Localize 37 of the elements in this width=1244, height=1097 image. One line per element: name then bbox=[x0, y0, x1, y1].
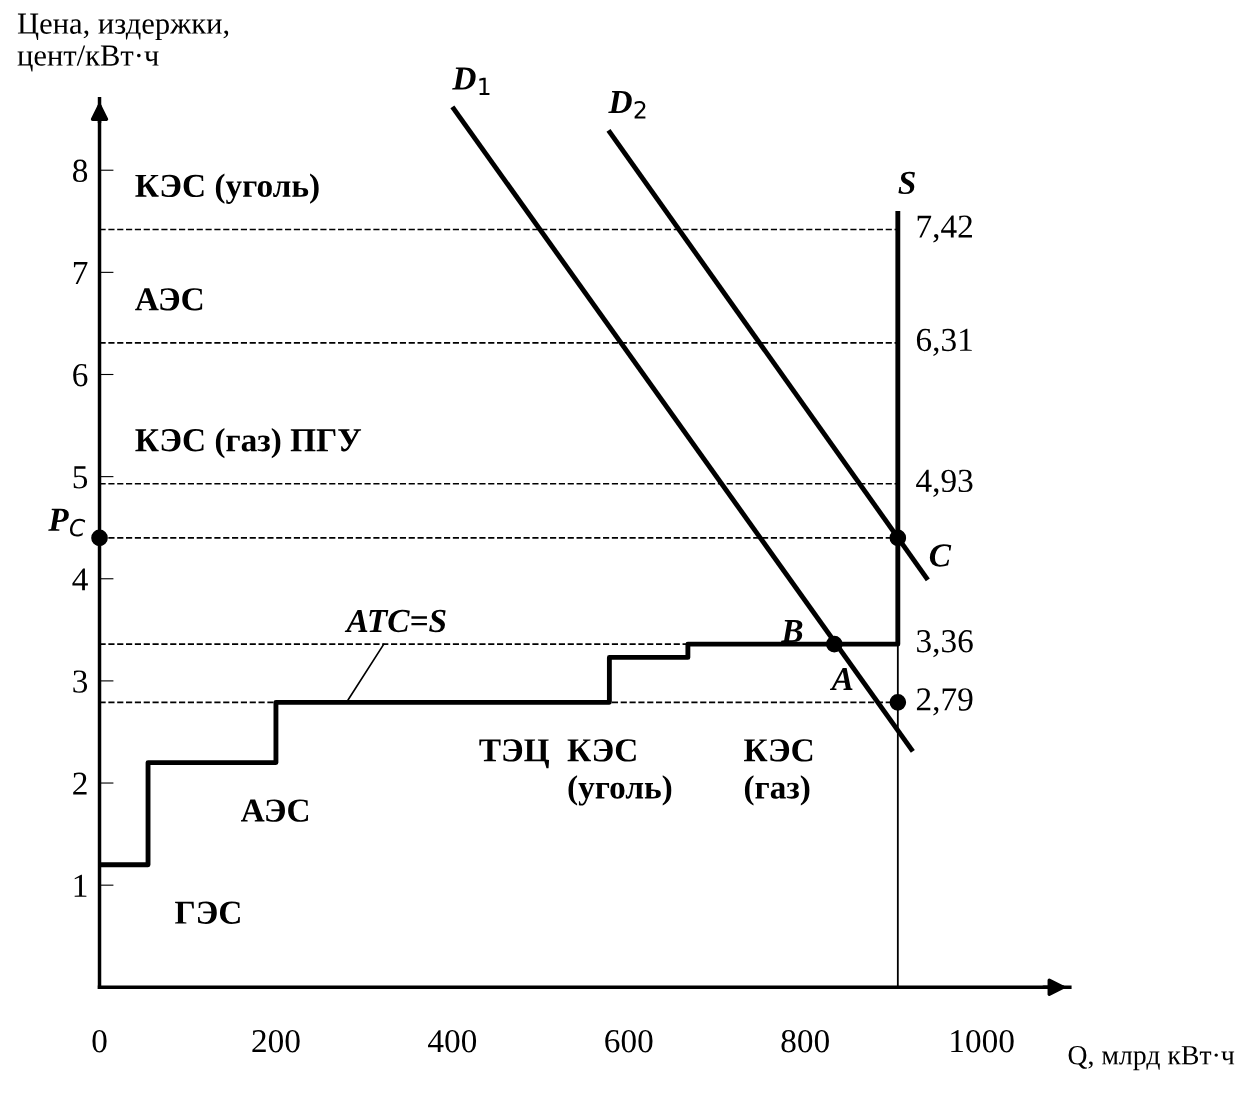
x-tick-label: 800 bbox=[781, 1029, 829, 1053]
x-axis-title: Q, млрд кВт·ч bbox=[1068, 1045, 1235, 1071]
ref-line-label: 7,42 bbox=[917, 215, 972, 243]
annotation: АЭС bbox=[240, 799, 309, 822]
x-tick-label: 0 bbox=[92, 1029, 107, 1053]
annotation: B bbox=[781, 620, 803, 643]
x-tick-label: 200 bbox=[252, 1029, 300, 1053]
annotation: КЭС (газ) bbox=[744, 739, 813, 806]
ref-line-label: 3,36 bbox=[917, 630, 973, 658]
x-tick-label: 1000 bbox=[951, 1029, 1014, 1053]
ref-line-label: 2,79 bbox=[916, 688, 973, 716]
annotation: КЭС (уголь) bbox=[567, 739, 672, 806]
y-tick-label: 6 bbox=[73, 363, 88, 387]
x-tick-label: 600 bbox=[605, 1029, 653, 1053]
series-label: D$_{2}$ bbox=[608, 91, 646, 119]
annotation: A bbox=[829, 667, 853, 690]
annotation: C bbox=[929, 544, 952, 567]
y-tick-label: 2 bbox=[73, 772, 87, 795]
annotation: ТЭЦ bbox=[479, 739, 550, 769]
y-axis-title: Цена, издержки, цент/кВт·ч bbox=[17, 13, 229, 72]
x-tick-label: 400 bbox=[428, 1029, 477, 1053]
y-tick-label: 1 bbox=[74, 874, 87, 897]
series-label: D$_{1}$ bbox=[452, 67, 490, 95]
annotation: КЭС (уголь) bbox=[135, 173, 319, 204]
y-tick-label: 5 bbox=[73, 466, 88, 489]
series-label: S bbox=[898, 171, 915, 195]
ref-line-label: 6,31 bbox=[916, 328, 972, 356]
annotation: КЭС (газ) ПГУ bbox=[135, 428, 362, 459]
y-tick-label: 4 bbox=[72, 568, 88, 591]
annotation: ГЭС bbox=[175, 901, 240, 924]
y-tick-label: 7 bbox=[73, 262, 88, 284]
annotation: P$_{C}$ bbox=[48, 508, 86, 537]
ref-line-label: 4,93 bbox=[916, 469, 973, 497]
annotation: ATC=S bbox=[344, 609, 446, 633]
annotation: АЭС bbox=[135, 288, 203, 311]
y-tick-label: 3 bbox=[73, 670, 88, 693]
y-tick-label: 8 bbox=[73, 159, 88, 183]
